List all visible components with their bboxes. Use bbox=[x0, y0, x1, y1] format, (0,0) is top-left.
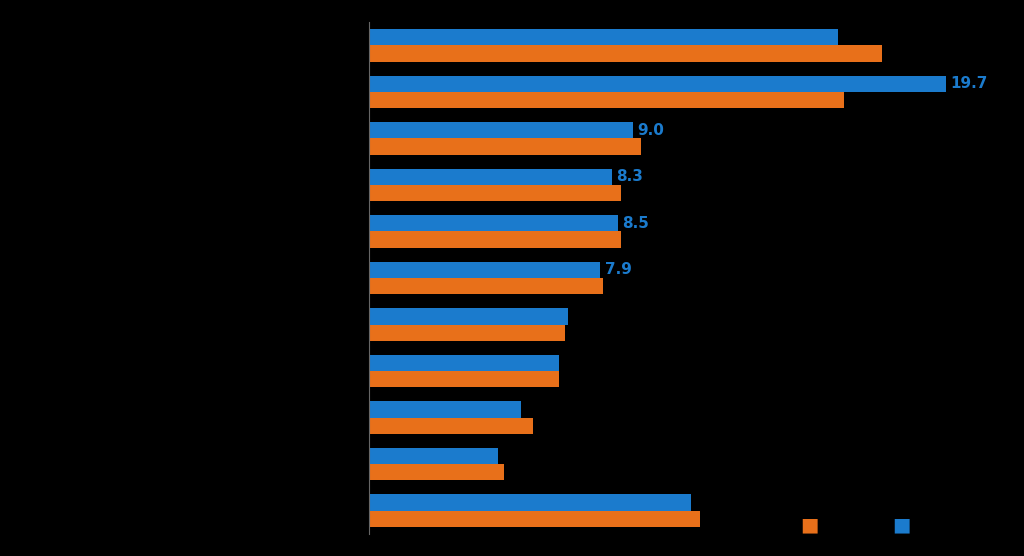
Bar bbox=[369, 29, 838, 46]
Bar bbox=[369, 355, 559, 371]
Bar bbox=[369, 76, 946, 92]
Bar bbox=[369, 231, 621, 248]
Bar bbox=[369, 371, 559, 388]
Text: 8.3: 8.3 bbox=[616, 170, 643, 185]
Bar bbox=[369, 325, 565, 341]
Bar bbox=[369, 46, 882, 62]
Bar bbox=[369, 510, 700, 527]
Bar bbox=[369, 494, 691, 510]
Bar bbox=[369, 215, 617, 231]
Bar bbox=[369, 168, 612, 185]
Text: 19.7: 19.7 bbox=[950, 76, 988, 91]
Text: 7.9: 7.9 bbox=[605, 262, 632, 277]
Text: ■: ■ bbox=[800, 516, 818, 535]
Text: 8.5: 8.5 bbox=[623, 216, 649, 231]
Bar bbox=[369, 262, 600, 278]
Bar bbox=[369, 278, 603, 294]
Bar bbox=[369, 308, 568, 325]
Bar bbox=[369, 185, 621, 201]
Text: 9.0: 9.0 bbox=[637, 123, 664, 138]
Bar bbox=[369, 401, 521, 418]
Bar bbox=[369, 464, 504, 480]
Bar bbox=[369, 418, 532, 434]
Bar bbox=[369, 138, 641, 155]
Text: ■: ■ bbox=[892, 516, 910, 535]
Bar bbox=[369, 448, 498, 464]
Bar bbox=[369, 122, 633, 138]
Bar bbox=[369, 92, 844, 108]
